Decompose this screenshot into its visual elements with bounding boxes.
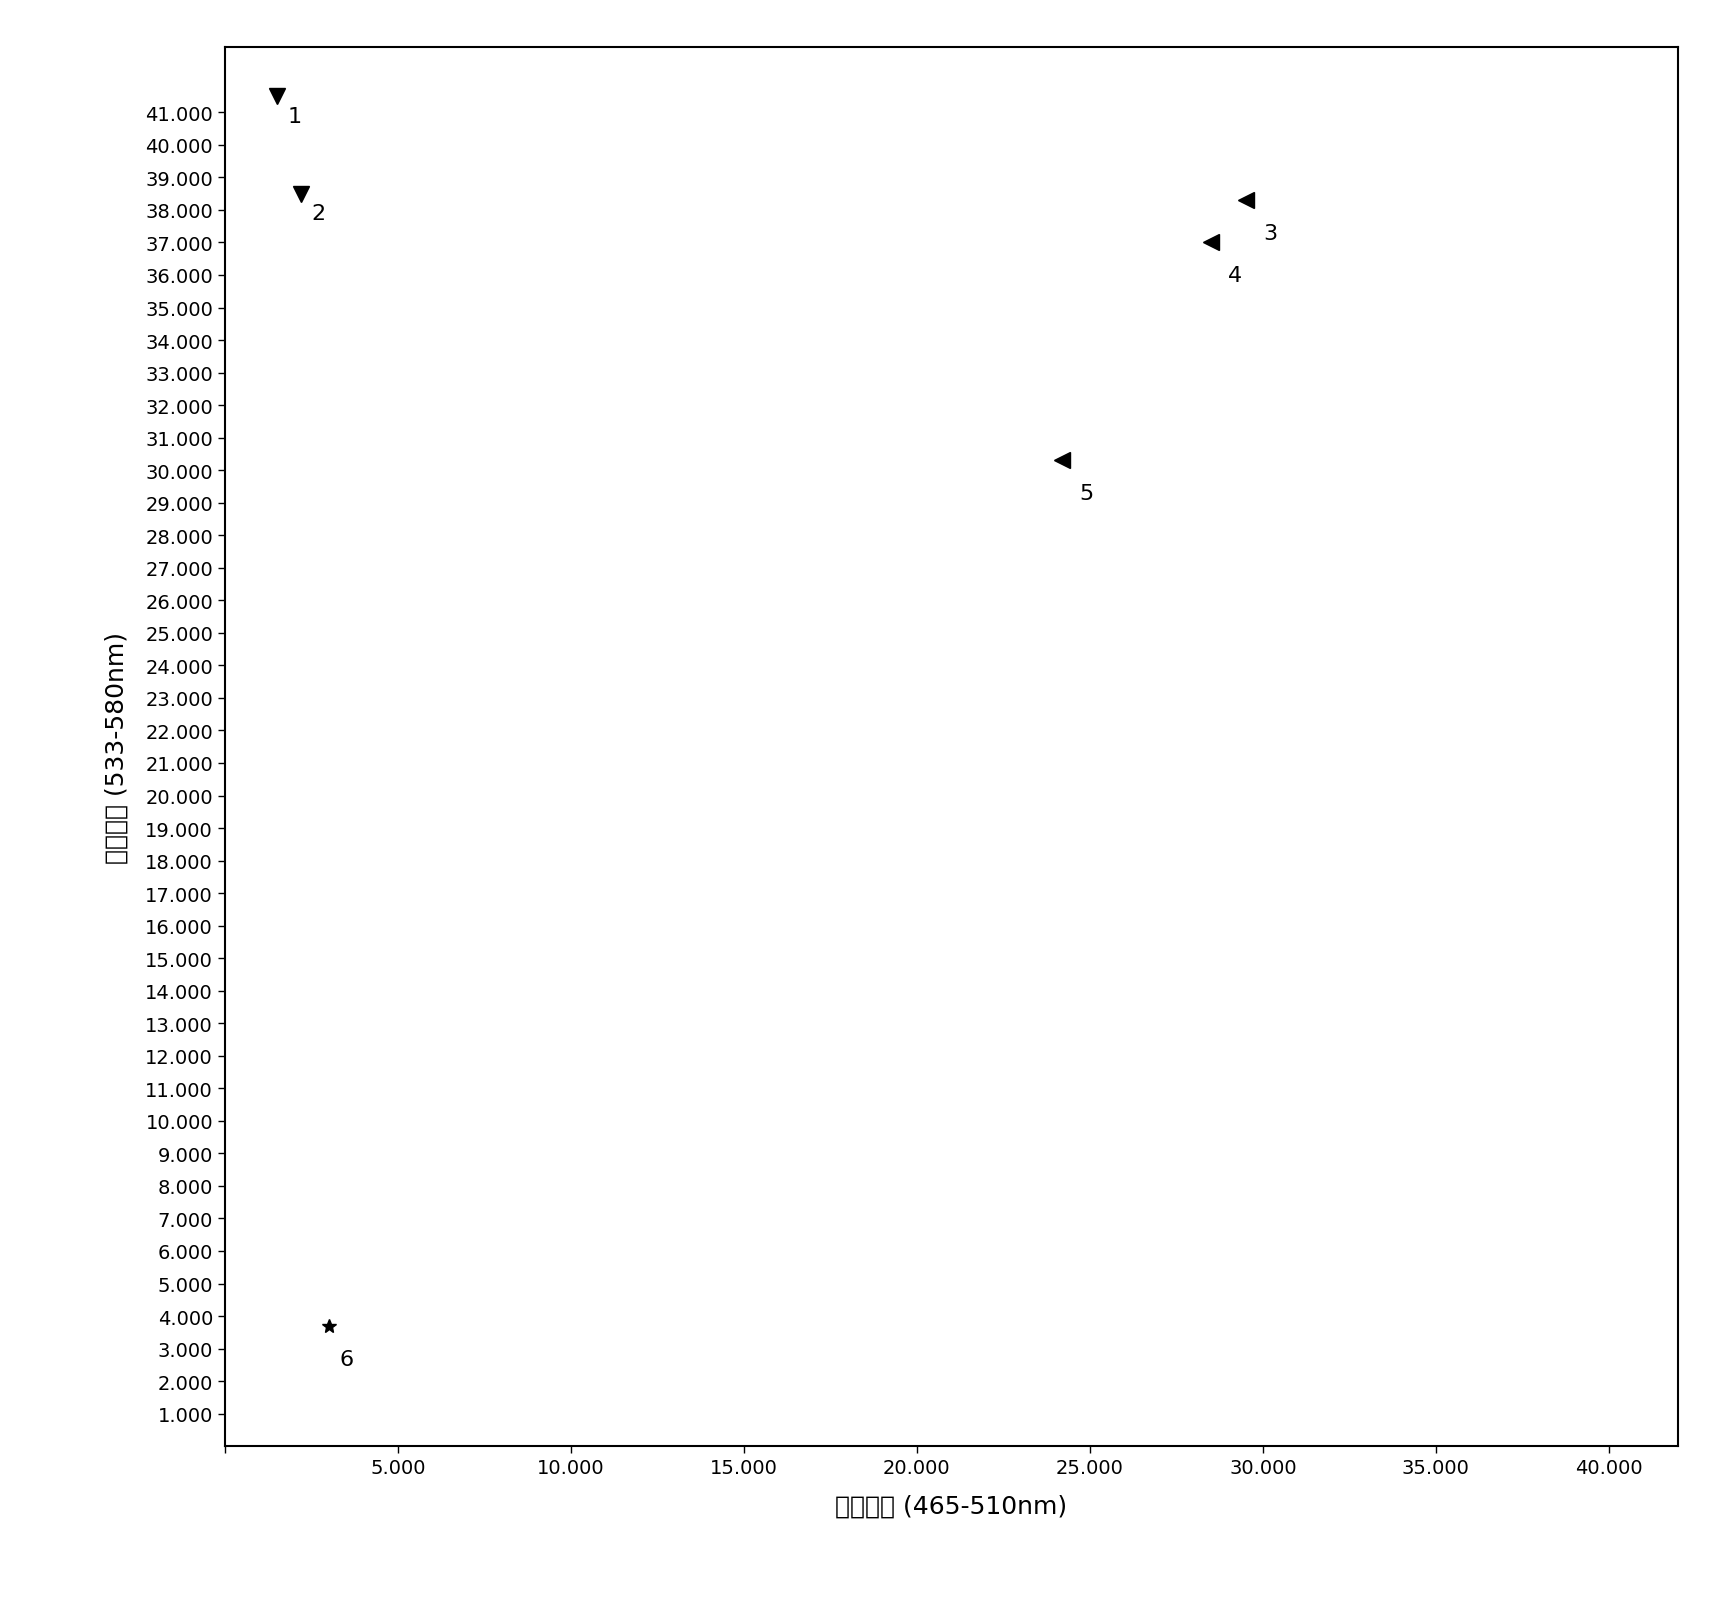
Text: 3: 3 [1263,223,1277,244]
Text: 1: 1 [287,106,301,127]
Text: 6: 6 [339,1348,353,1369]
Text: 4: 4 [1228,267,1242,286]
X-axis label: 荧光强度 (465-510nm): 荧光强度 (465-510nm) [836,1495,1067,1517]
Text: 2: 2 [311,204,325,225]
Y-axis label: 荧光强度 (533-580nm): 荧光强度 (533-580nm) [104,632,128,863]
Text: 5: 5 [1080,484,1093,505]
